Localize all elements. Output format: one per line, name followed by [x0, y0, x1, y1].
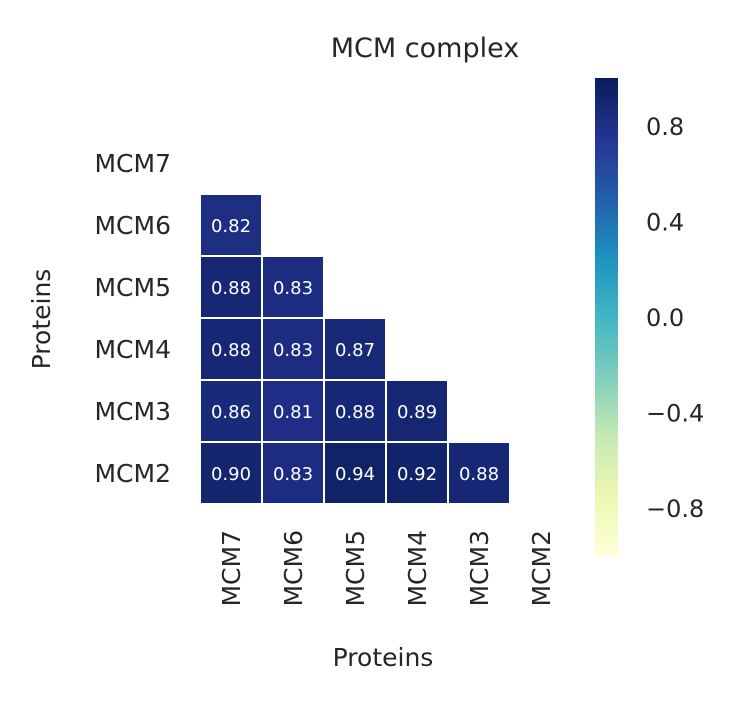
y-tick-label: MCM4	[94, 335, 171, 364]
cell-value-label: 0.88	[211, 278, 251, 299]
heatmap-cell: 0.94	[323, 441, 387, 505]
cell-value-label: 0.89	[397, 402, 437, 423]
colorbar-tick-label: 0.0	[646, 304, 684, 332]
y-tick-labels: MCM7 MCM6 MCM5 MCM4 MCM3 MCM2	[94, 149, 171, 488]
cell-value-label: 0.83	[273, 464, 313, 485]
heatmap-cell-rect	[323, 441, 387, 505]
colorbar-tick-label: 0.8	[646, 113, 684, 141]
x-tick-labels: MCM7 MCM6 MCM5 MCM4 MCM3 MCM2	[217, 530, 556, 607]
y-tick-label: MCM7	[94, 149, 171, 178]
heatmap-cell-rect	[261, 441, 325, 505]
colorbar-tick-label: −0.4	[646, 400, 704, 428]
x-tick-label: MCM3	[465, 530, 494, 607]
heatmap-cell: 0.89	[385, 379, 449, 443]
heatmap-cell: 0.83	[261, 255, 325, 319]
heatmap-cell-rect	[385, 441, 449, 505]
heatmap-cell: 0.92	[385, 441, 449, 505]
y-tick-label: MCM6	[94, 211, 171, 240]
x-tick-label: MCM2	[527, 530, 556, 607]
cell-value-label: 0.88	[459, 464, 499, 485]
heatmap-cell-rect	[323, 317, 387, 381]
x-tick-label: MCM6	[279, 530, 308, 607]
y-axis-label: Proteins	[27, 269, 56, 370]
heatmap-cell: 0.87	[323, 317, 387, 381]
x-axis-label: Proteins	[333, 643, 434, 672]
heatmap-cell: 0.88	[447, 441, 511, 505]
heatmap-cell-rect	[385, 379, 449, 443]
cell-value-label: 0.87	[335, 340, 375, 361]
heatmap-cell: 0.90	[199, 441, 263, 505]
x-tick-label: MCM5	[341, 530, 370, 607]
heatmap-cell: 0.81	[261, 379, 325, 443]
chart-title: MCM complex	[331, 33, 519, 64]
cell-value-label: 0.88	[335, 402, 375, 423]
cell-value-label: 0.83	[273, 340, 313, 361]
colorbar-tick-label: 0.4	[646, 208, 684, 236]
y-tick-label: MCM2	[94, 459, 171, 488]
x-tick-label: MCM7	[217, 530, 246, 607]
heatmap-cell-rect	[261, 379, 325, 443]
heatmap-cells: 0.82 0.88 0.83 0.88 0.83 0.87 0.86 0.81 0.88 0.89…	[199, 193, 511, 505]
x-tick-label: MCM4	[403, 530, 432, 607]
cell-value-label: 0.92	[397, 464, 437, 485]
cell-value-label: 0.83	[273, 278, 313, 299]
heatmap-cell: 0.83	[261, 317, 325, 381]
cell-value-label: 0.88	[211, 340, 251, 361]
heatmap-cell-rect	[199, 255, 263, 319]
heatmap-cell: 0.86	[199, 379, 263, 443]
y-tick-label: MCM5	[94, 273, 171, 302]
colorbar-tick-label: −0.8	[646, 495, 704, 523]
colorbar-tick-labels: 0.8 0.4 0.0 −0.4 −0.8	[646, 113, 704, 523]
cell-value-label: 0.81	[273, 402, 313, 423]
cell-value-label: 0.94	[335, 464, 375, 485]
cell-value-label: 0.90	[211, 464, 251, 485]
heatmap-cell-rect	[447, 441, 511, 505]
heatmap-cell: 0.82	[199, 193, 263, 257]
heatmap-cell: 0.88	[323, 379, 387, 443]
cell-value-label: 0.82	[211, 216, 251, 237]
heatmap-cell: 0.88	[199, 317, 263, 381]
heatmap-cell: 0.88	[199, 255, 263, 319]
heatmap-cell: 0.83	[261, 441, 325, 505]
colorbar	[595, 78, 618, 556]
y-tick-label: MCM3	[94, 397, 171, 426]
cell-value-label: 0.86	[211, 402, 251, 423]
heatmap-cell-rect	[199, 193, 263, 257]
